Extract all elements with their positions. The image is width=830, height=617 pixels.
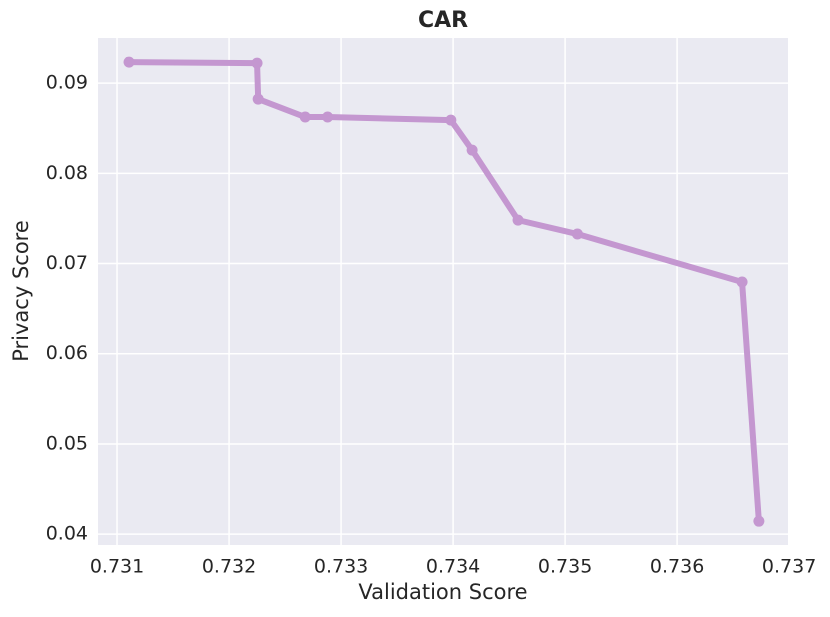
chart-title: CAR [418,8,468,33]
marker [322,111,334,123]
marker [466,144,478,156]
plot-area [98,38,788,545]
y-tick-label: 0.06 [46,342,88,364]
marker [123,56,135,68]
x-tick-label: 0.731 [90,556,144,578]
x-axis-label: Validation Score [358,580,527,604]
x-tick-label: 0.736 [650,556,704,578]
y-tick-label: 0.08 [46,162,88,184]
marker [445,114,457,126]
x-tick-label: 0.733 [314,556,368,578]
x-tick-label: 0.737 [762,556,816,578]
x-tick-label: 0.734 [426,556,480,578]
marker [251,57,263,69]
y-tick-label: 0.04 [46,523,88,545]
y-axis-label: Privacy Score [9,220,33,362]
x-tick-label: 0.735 [538,556,592,578]
marker [753,515,765,527]
x-tick-label: 0.732 [202,556,256,578]
marker [736,276,748,288]
marker [252,93,264,105]
y-tick-label: 0.07 [46,252,88,274]
marker [512,214,524,226]
y-tick-label: 0.09 [46,72,88,94]
marker [571,228,583,240]
y-tick-label: 0.05 [46,432,88,454]
marker [299,111,311,123]
